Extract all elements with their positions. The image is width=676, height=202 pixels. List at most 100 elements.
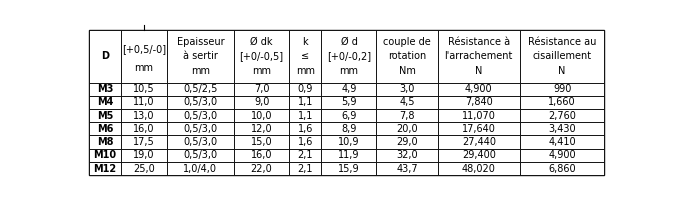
Text: 48,020: 48,020: [462, 163, 496, 174]
Text: M12: M12: [93, 163, 116, 174]
Text: 4,900: 4,900: [548, 150, 576, 160]
Text: cisaillement: cisaillement: [533, 52, 592, 61]
Text: 0,9: 0,9: [297, 84, 313, 94]
Bar: [437, 122, 520, 135]
Bar: [437, 149, 520, 162]
Bar: [234, 135, 289, 149]
Text: 0,5/3,0: 0,5/3,0: [183, 97, 218, 107]
Text: 9,0: 9,0: [254, 97, 269, 107]
Bar: [437, 96, 520, 109]
Text: 0,5/3,0: 0,5/3,0: [183, 111, 218, 121]
Text: mm: mm: [296, 66, 315, 76]
Bar: [289, 83, 322, 96]
Text: 15,0: 15,0: [251, 137, 272, 147]
Bar: [89, 162, 121, 175]
Bar: [234, 31, 289, 83]
Bar: [89, 149, 121, 162]
Text: 7,840: 7,840: [465, 97, 493, 107]
Bar: [322, 162, 377, 175]
Bar: [520, 162, 604, 175]
Text: 6,860: 6,860: [548, 163, 576, 174]
Bar: [234, 162, 289, 175]
Bar: [167, 83, 234, 96]
Text: ≤: ≤: [301, 52, 310, 61]
Text: Résistance au: Résistance au: [528, 37, 596, 47]
Text: 7,8: 7,8: [400, 111, 415, 121]
Text: M5: M5: [97, 111, 113, 121]
Text: [+0,5/-0]: [+0,5/-0]: [122, 44, 166, 54]
Text: mm: mm: [252, 66, 271, 76]
Text: 1,1: 1,1: [297, 111, 313, 121]
Text: 20,0: 20,0: [396, 124, 418, 134]
Text: 11,070: 11,070: [462, 111, 496, 121]
Text: 11,0: 11,0: [133, 97, 155, 107]
Bar: [121, 96, 167, 109]
Bar: [289, 122, 322, 135]
Bar: [520, 122, 604, 135]
Text: 12,0: 12,0: [251, 124, 272, 134]
Bar: [377, 122, 437, 135]
Text: 17,5: 17,5: [133, 137, 155, 147]
Bar: [520, 31, 604, 83]
Bar: [289, 149, 322, 162]
Text: 7,0: 7,0: [254, 84, 269, 94]
Text: 3,0: 3,0: [400, 84, 414, 94]
Bar: [322, 135, 377, 149]
Text: Ø d: Ø d: [341, 37, 358, 47]
Bar: [121, 149, 167, 162]
Bar: [121, 31, 167, 83]
Bar: [234, 83, 289, 96]
Text: k: k: [302, 37, 308, 47]
Text: 19,0: 19,0: [133, 150, 155, 160]
Bar: [89, 135, 121, 149]
Bar: [121, 83, 167, 96]
Bar: [89, 31, 121, 83]
Text: 16,0: 16,0: [133, 124, 155, 134]
Text: D: D: [101, 52, 109, 61]
Bar: [167, 96, 234, 109]
Bar: [121, 162, 167, 175]
Bar: [322, 31, 377, 83]
Text: 2,760: 2,760: [548, 111, 576, 121]
Bar: [89, 96, 121, 109]
Text: 13,0: 13,0: [133, 111, 155, 121]
Text: 10,0: 10,0: [251, 111, 272, 121]
Text: 0,5/2,5: 0,5/2,5: [183, 84, 218, 94]
Text: N: N: [558, 66, 566, 76]
Bar: [121, 109, 167, 122]
Text: 4,5: 4,5: [400, 97, 415, 107]
Text: 32,0: 32,0: [396, 150, 418, 160]
Bar: [121, 122, 167, 135]
Text: Ø dk: Ø dk: [250, 37, 273, 47]
Bar: [322, 149, 377, 162]
Text: 11,9: 11,9: [338, 150, 360, 160]
Bar: [520, 83, 604, 96]
Text: [+0/-0,5]: [+0/-0,5]: [239, 52, 284, 61]
Text: rotation: rotation: [388, 52, 426, 61]
Text: M4: M4: [97, 97, 113, 107]
Bar: [89, 83, 121, 96]
Text: 17,640: 17,640: [462, 124, 496, 134]
Text: 25,0: 25,0: [133, 163, 155, 174]
Bar: [89, 109, 121, 122]
Bar: [377, 83, 437, 96]
Text: 1,0/4,0: 1,0/4,0: [183, 163, 218, 174]
Text: 29,0: 29,0: [396, 137, 418, 147]
Text: 5,9: 5,9: [341, 97, 357, 107]
Text: Epaisseur: Epaisseur: [176, 37, 224, 47]
Bar: [377, 149, 437, 162]
Text: 15,9: 15,9: [338, 163, 360, 174]
Text: 29,400: 29,400: [462, 150, 496, 160]
Bar: [289, 135, 322, 149]
Text: Résistance à: Résistance à: [448, 37, 510, 47]
Bar: [322, 96, 377, 109]
Text: 2,1: 2,1: [297, 150, 313, 160]
Text: 0,5/3,0: 0,5/3,0: [183, 137, 218, 147]
Bar: [322, 83, 377, 96]
Text: couple de: couple de: [383, 37, 431, 47]
Bar: [289, 31, 322, 83]
Text: mm: mm: [135, 63, 153, 73]
Text: 990: 990: [553, 84, 571, 94]
Text: 4,900: 4,900: [465, 84, 493, 94]
Bar: [377, 31, 437, 83]
